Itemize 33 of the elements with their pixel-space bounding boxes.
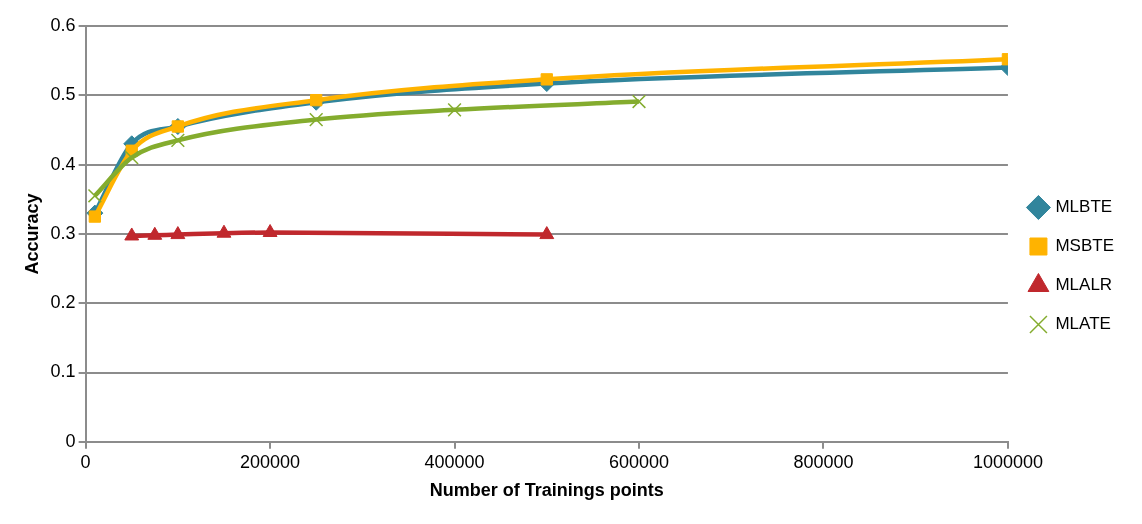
point: [147, 226, 163, 240]
point: [309, 112, 324, 127]
x-tick-label: 1000000: [972, 451, 1043, 472]
x-tick-label: 800000: [793, 451, 854, 472]
y-tick-label: 0.5: [50, 84, 76, 105]
point: [447, 102, 462, 117]
legend-label: MLBTE: [1055, 197, 1113, 217]
y-tick-label: 0.2: [50, 292, 76, 313]
x-tick-label: 200000: [240, 451, 301, 472]
x-tick-label: 400000: [424, 451, 485, 472]
point: [124, 227, 140, 241]
y-axis-title: Accuracy: [21, 193, 42, 275]
point: [216, 224, 232, 238]
legend-label: MLATE: [1055, 314, 1111, 334]
point: [631, 94, 647, 109]
x-tick-label: 600000: [608, 451, 670, 472]
point: [87, 188, 102, 203]
x-tick-label: 0: [80, 451, 91, 472]
point: [262, 224, 278, 238]
point: [540, 73, 553, 86]
legend-label: MLALR: [1055, 275, 1113, 295]
point: [170, 226, 186, 240]
y-tick-label: 0.6: [50, 14, 76, 35]
y-tick-label: 0.1: [50, 361, 76, 382]
point: [539, 226, 555, 240]
point: [170, 133, 185, 148]
y-tick-label: 0: [65, 430, 76, 451]
y-tick-label: 0.3: [50, 222, 76, 243]
x-axis-title: Number of Trainings points: [429, 480, 664, 501]
point: [88, 210, 101, 223]
point: [310, 93, 323, 107]
legend-label: MSBTE: [1055, 236, 1114, 256]
y-tick-label: 0.4: [50, 153, 76, 174]
